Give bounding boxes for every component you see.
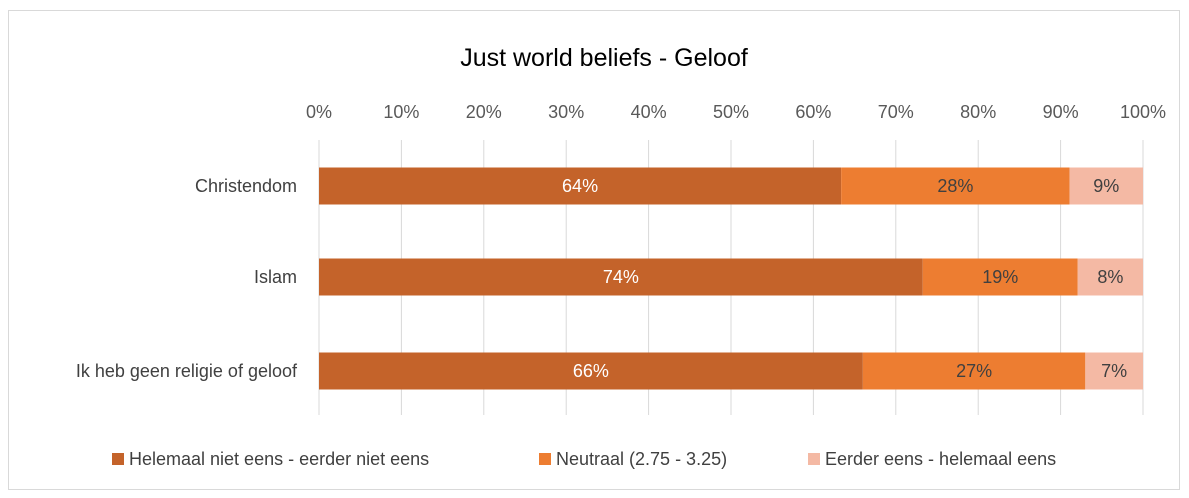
x-tick-label: 40%	[631, 102, 667, 122]
legend-swatch	[539, 453, 551, 465]
category-labels: Christendom Islam Ik heb geen religie of g…	[76, 176, 298, 381]
legend-swatch	[808, 453, 820, 465]
data-label: 66%	[573, 361, 609, 381]
x-tick-label: 50%	[713, 102, 749, 122]
category-label: Islam	[254, 267, 297, 287]
legend: Helemaal niet eens - eerder niet eens Neu…	[112, 449, 1056, 469]
x-tick-label: 70%	[878, 102, 914, 122]
bar-segment	[922, 258, 1078, 296]
data-label: 28%	[937, 176, 973, 196]
x-tick-label: 0%	[306, 102, 332, 122]
data-label: 27%	[956, 361, 992, 381]
legend-label: Neutraal (2.75 - 3.25)	[556, 449, 727, 469]
data-label: 9%	[1093, 176, 1119, 196]
bar-segment	[1085, 352, 1143, 390]
data-label: 74%	[603, 267, 639, 287]
x-axis-ticks: 0% 10% 20% 30% 40% 50% 60% 70% 80% 90% 100%	[306, 102, 1166, 122]
category-label: Christendom	[195, 176, 297, 196]
legend-label: Eerder eens - helemaal eens	[825, 449, 1056, 469]
x-tick-label: 30%	[548, 102, 584, 122]
bar-segment	[1077, 258, 1143, 296]
legend-swatch	[112, 453, 124, 465]
bar-segment	[1069, 167, 1143, 205]
bar-segment	[319, 352, 863, 390]
bar-segment	[319, 258, 923, 296]
bar-segment	[841, 167, 1070, 205]
bars: 64% 28% 9% 74% 19% 8% 66% 27% 7%	[319, 167, 1143, 390]
x-tick-label: 60%	[795, 102, 831, 122]
bar-segment	[319, 167, 842, 205]
data-label: 7%	[1101, 361, 1127, 381]
category-label: Ik heb geen religie of geloof	[76, 361, 298, 381]
x-tick-label: 90%	[1043, 102, 1079, 122]
x-tick-label: 80%	[960, 102, 996, 122]
x-tick-label: 20%	[466, 102, 502, 122]
bar-segment	[862, 352, 1086, 390]
data-label: 64%	[562, 176, 598, 196]
chart-area	[8, 10, 1180, 490]
data-label: 19%	[982, 267, 1018, 287]
x-tick-label: 100%	[1120, 102, 1166, 122]
x-tick-label: 10%	[383, 102, 419, 122]
chart-title: Just world beliefs - Geloof	[460, 44, 748, 72]
legend-label: Helemaal niet eens - eerder niet eens	[129, 449, 429, 469]
data-label: 8%	[1097, 267, 1123, 287]
